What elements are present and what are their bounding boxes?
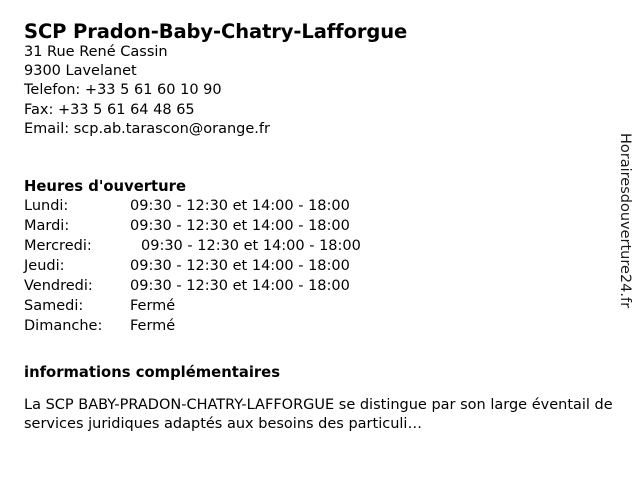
- hours-time-value: 09:30 - 12:30 et 14:00 - 18:00: [130, 198, 350, 214]
- email-line: Email: scp.ab.tarascon@orange.fr: [24, 120, 270, 137]
- hours-day-label: Mardi:: [24, 218, 70, 234]
- hours-time-value: 09:30 - 12:30 et 14:00 - 18:00: [141, 238, 361, 254]
- additional-info-text: La SCP BABY-PRADON-CHATRY-LAFFORGUE se d…: [24, 396, 613, 433]
- opening-hours-heading: Heures d'ouverture: [24, 178, 186, 196]
- hours-day-label: Samedi:: [24, 298, 84, 314]
- hours-day-label: Mercredi:: [24, 238, 92, 254]
- site-watermark: Horairesdouverture24.fr: [617, 133, 633, 309]
- table-row: Vendredi: 09:30 - 12:30 et 14:00 - 18:00: [24, 276, 361, 296]
- table-row: Dimanche: Fermé: [24, 316, 361, 336]
- table-row: Mardi: 09:30 - 12:30 et 14:00 - 18:00: [24, 216, 361, 236]
- contact-block: 31 Rue René Cassin 9300 Lavelanet Telefo…: [24, 43, 544, 139]
- hours-time-value: 09:30 - 12:30 et 14:00 - 18:00: [130, 278, 350, 294]
- hours-day-label: Lundi:: [24, 198, 69, 214]
- table-row: Mercredi: 09:30 - 12:30 et 14:00 - 18:00: [24, 236, 361, 256]
- hours-time-value: 09:30 - 12:30 et 14:00 - 18:00: [130, 218, 350, 234]
- table-row: Jeudi: 09:30 - 12:30 et 14:00 - 18:00: [24, 256, 361, 276]
- phone-line: Telefon: +33 5 61 60 10 90: [24, 82, 222, 99]
- fax-line: Fax: +33 5 61 64 48 65: [24, 101, 195, 118]
- additional-info-heading: informations complémentaires: [24, 364, 281, 382]
- hours-time-value: 09:30 - 12:30 et 14:00 - 18:00: [130, 258, 350, 274]
- hours-time-value: Fermé: [130, 298, 176, 314]
- address-city: 9300 Lavelanet: [24, 63, 137, 80]
- hours-day-label: Jeudi:: [24, 258, 65, 274]
- hours-day-label: Vendredi:: [24, 278, 93, 294]
- opening-hours-table: Lundi: 09:30 - 12:30 et 14:00 - 18:00 Ma…: [24, 196, 361, 336]
- hours-time-value: Fermé: [130, 318, 176, 334]
- address-street: 31 Rue René Cassin: [24, 44, 168, 60]
- hours-day-label: Dimanche:: [24, 318, 103, 334]
- page-title: SCP Pradon-Baby-Chatry-Lafforgue: [24, 20, 408, 44]
- table-row: Samedi: Fermé: [24, 296, 361, 316]
- table-row: Lundi: 09:30 - 12:30 et 14:00 - 18:00: [24, 196, 361, 216]
